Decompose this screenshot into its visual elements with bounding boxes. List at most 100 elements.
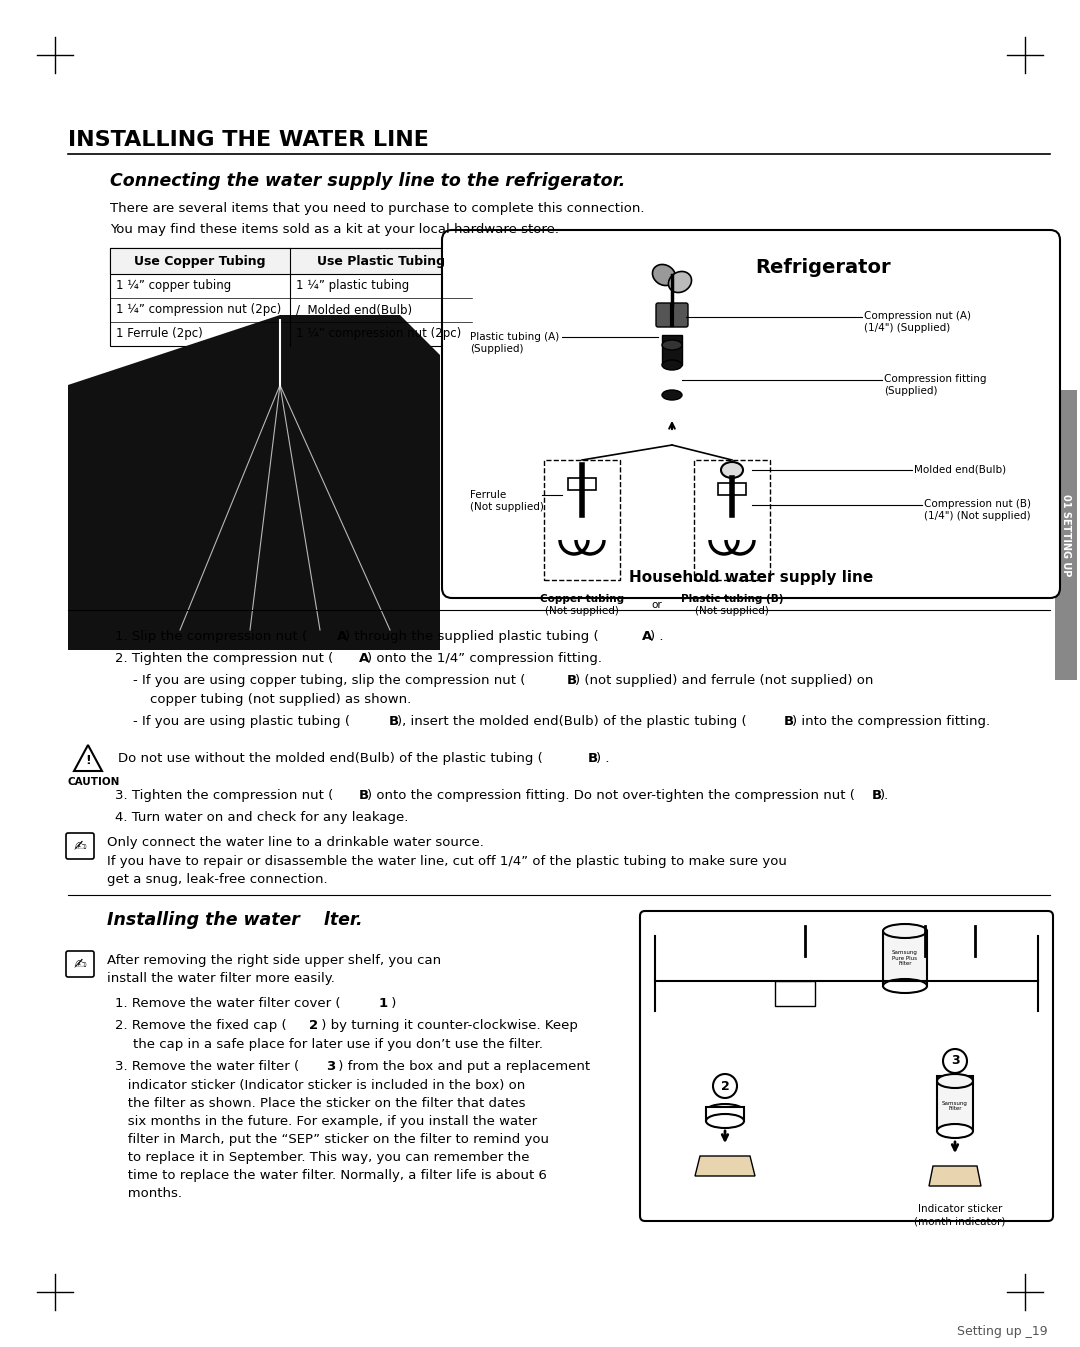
Text: filter in March, put the “SEP” sticker on the filter to remind you: filter in March, put the “SEP” sticker o… [114,1133,549,1146]
Text: INSTALLING THE WATER LINE: INSTALLING THE WATER LINE [68,131,429,150]
Text: CAUTION: CAUTION [68,777,120,787]
Ellipse shape [706,1105,744,1118]
Text: Setting up _19: Setting up _19 [957,1325,1048,1338]
Text: or: or [651,599,662,610]
Text: There are several items that you need to purchase to complete this connection.: There are several items that you need to… [110,202,645,216]
Text: Installing the water    lter.: Installing the water lter. [107,911,363,929]
Text: ✍: ✍ [73,838,86,854]
Text: copper tubing (not supplied) as shown.: copper tubing (not supplied) as shown. [150,692,411,706]
Text: Compression fitting
(Supplied): Compression fitting (Supplied) [885,374,986,396]
FancyBboxPatch shape [656,303,688,327]
Text: 1. Remove the water filter cover (: 1. Remove the water filter cover ( [114,997,345,1010]
Text: - If you are using copper tubing, slip the compression nut (: - If you are using copper tubing, slip t… [133,674,525,687]
Text: ) by turning it counter-clockwise. Keep: ) by turning it counter-clockwise. Keep [318,1018,578,1032]
Bar [544,459,620,581]
Text: (Not supplied): (Not supplied) [545,606,619,616]
Text: 3. Tighten the compression nut (: 3. Tighten the compression nut ( [114,789,334,801]
Text: 1 ¼” compression nut (2pc): 1 ¼” compression nut (2pc) [296,327,461,341]
Text: B: B [784,715,794,727]
Bar [883,931,927,986]
Bar [775,981,815,1006]
Text: Plastic tubing (A)
(Supplied): Plastic tubing (A) (Supplied) [470,331,559,354]
Text: Household water supply line: Household water supply line [629,570,873,585]
Bar [937,1076,973,1131]
Text: 4. Turn water on and check for any leakage.: 4. Turn water on and check for any leaka… [114,811,408,824]
Text: Only connect the water line to a drinkable water source.: Only connect the water line to a drinkab… [107,836,484,849]
Text: 3: 3 [950,1055,959,1068]
Text: Copper tubing: Copper tubing [540,594,624,603]
Bar [662,335,681,365]
Text: 3: 3 [326,1060,335,1074]
Text: B: B [872,789,882,801]
Text: install the water filter more easily.: install the water filter more easily. [107,973,335,985]
Ellipse shape [662,360,681,370]
FancyBboxPatch shape [640,911,1053,1220]
FancyBboxPatch shape [66,832,94,859]
Bar [110,248,472,273]
Text: to replace it in September. This way, you can remember the: to replace it in September. This way, yo… [114,1150,529,1164]
Text: Compression nut (B)
(1/4") (Not supplied): Compression nut (B) (1/4") (Not supplied… [924,498,1031,521]
Text: ).: ). [880,789,889,801]
Text: 2: 2 [720,1079,729,1092]
Bar [718,484,746,494]
Polygon shape [696,1156,755,1176]
Text: the cap in a safe place for later use if you don’t use the filter.: the cap in a safe place for later use if… [133,1039,543,1051]
Ellipse shape [669,272,691,292]
Text: months.: months. [114,1187,183,1200]
Text: the filter as shown. Place the sticker on the filter that dates: the filter as shown. Place the sticker o… [114,1096,526,1110]
Text: 3. Remove the water filter (: 3. Remove the water filter ( [114,1060,303,1074]
Text: B: B [359,789,369,801]
Text: Indicator sticker
(month indicator): Indicator sticker (month indicator) [915,1204,1005,1226]
Text: 1. Slip the compression nut (: 1. Slip the compression nut ( [114,630,307,643]
Text: Ferrule
(Not supplied): Ferrule (Not supplied) [470,490,544,512]
Text: B: B [588,752,598,765]
Ellipse shape [652,264,675,286]
Text: Plastic tubing (B): Plastic tubing (B) [680,594,783,603]
Text: time to replace the water filter. Normally, a filter life is about 6: time to replace the water filter. Normal… [114,1169,546,1183]
Text: ) .: ) . [650,630,663,643]
Polygon shape [68,315,440,651]
Text: ) (not supplied) and ferrule (not supplied) on: ) (not supplied) and ferrule (not suppli… [575,674,874,687]
Text: 1: 1 [379,997,388,1010]
Bar [110,248,472,346]
Text: (Not supplied): (Not supplied) [696,606,769,616]
Text: 1 ¼” compression nut (2pc): 1 ¼” compression nut (2pc) [116,303,281,317]
Text: Use Copper Tubing: Use Copper Tubing [134,255,266,268]
Text: 1 ¼” plastic tubing: 1 ¼” plastic tubing [296,279,409,292]
Text: ), insert the molded end(Bulb) of the plastic tubing (: ), insert the molded end(Bulb) of the pl… [397,715,746,727]
Text: - If you are using plastic tubing (: - If you are using plastic tubing ( [133,715,350,727]
Text: A: A [642,630,652,643]
Ellipse shape [937,1123,973,1138]
Text: get a snug, leak-free connection.: get a snug, leak-free connection. [107,873,327,886]
Text: Samsung
Pure Plus
Filter: Samsung Pure Plus Filter [892,950,918,966]
Text: indicator sticker (Indicator sticker is included in the box) on: indicator sticker (Indicator sticker is … [114,1079,525,1092]
Ellipse shape [662,391,681,400]
Bar [1055,391,1077,680]
Text: 1 ¼” copper tubing: 1 ¼” copper tubing [116,279,231,292]
Text: After removing the right side upper shelf, you can: After removing the right side upper shel… [107,954,441,967]
Text: Samsung
Filter: Samsung Filter [942,1100,968,1111]
Text: 2: 2 [309,1018,319,1032]
Text: A: A [337,630,348,643]
Bar [568,478,596,490]
Text: Connecting the water supply line to the refrigerator.: Connecting the water supply line to the … [110,172,625,190]
Text: 01 SETTING UP: 01 SETTING UP [1061,494,1071,577]
Bar [694,459,770,581]
Text: ✍: ✍ [73,956,86,971]
Ellipse shape [662,339,681,350]
Ellipse shape [937,1074,973,1088]
Ellipse shape [883,924,927,938]
Text: Use Plastic Tubing: Use Plastic Tubing [318,255,445,268]
Text: B: B [567,674,577,687]
Text: You may find these items sold as a kit at your local hardware store.: You may find these items sold as a kit a… [110,224,559,236]
Bar [706,1107,744,1121]
Text: Refrigerator: Refrigerator [755,259,891,277]
Ellipse shape [706,1114,744,1127]
Text: Do not use without the molded end(Bulb) of the plastic tubing (: Do not use without the molded end(Bulb) … [118,752,543,765]
Polygon shape [929,1167,981,1185]
Circle shape [713,1074,737,1098]
FancyBboxPatch shape [66,951,94,977]
FancyBboxPatch shape [442,230,1059,598]
Text: !: ! [85,754,91,768]
Text: /  Molded end(Bulb): / Molded end(Bulb) [296,303,413,317]
